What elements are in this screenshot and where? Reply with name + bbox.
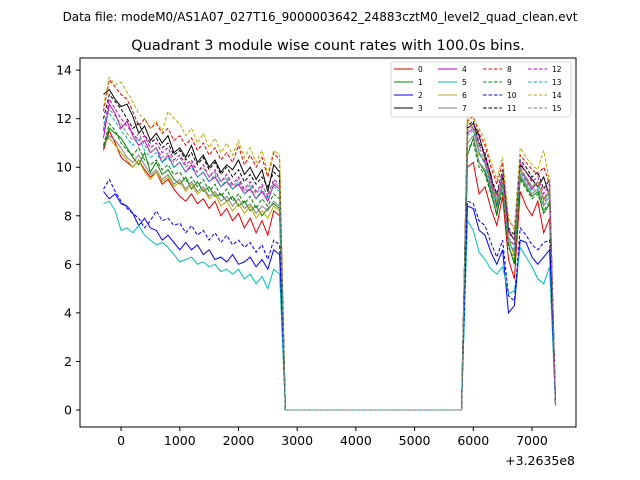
legend-label-1: 1 bbox=[418, 78, 423, 87]
legend-label-2: 2 bbox=[418, 91, 423, 100]
chart-title: Quadrant 3 module wise count rates with … bbox=[131, 38, 525, 54]
x-tick-label: 4000 bbox=[340, 433, 372, 448]
x-tick-label: 2000 bbox=[223, 433, 255, 448]
x-tick-label: 6000 bbox=[457, 433, 489, 448]
plot-area bbox=[103, 76, 556, 411]
legend-box bbox=[390, 61, 572, 118]
legend-label-8: 8 bbox=[507, 65, 512, 74]
series-line-8 bbox=[103, 78, 556, 411]
y-tick-label: 14 bbox=[56, 63, 72, 78]
y-tick-label: 2 bbox=[64, 354, 72, 369]
series-line-7 bbox=[103, 134, 556, 411]
series-line-15 bbox=[103, 107, 556, 411]
legend-label-10: 10 bbox=[507, 91, 517, 100]
series-line-13 bbox=[103, 112, 556, 411]
x-tick-label: 5000 bbox=[399, 433, 431, 448]
series-line-3 bbox=[103, 88, 556, 411]
legend-label-14: 14 bbox=[552, 91, 562, 100]
legend-label-15: 15 bbox=[552, 104, 562, 113]
x-tick-label: 3000 bbox=[281, 433, 313, 448]
y-tick-label: 4 bbox=[64, 305, 72, 320]
legend-label-11: 11 bbox=[507, 104, 517, 113]
y-tick-label: 8 bbox=[64, 208, 72, 223]
y-tick-label: 6 bbox=[64, 257, 72, 272]
chart-supertitle: Data file: modeM0/AS1A07_027T16_90000036… bbox=[63, 10, 578, 24]
series-line-11 bbox=[103, 93, 556, 411]
legend-label-13: 13 bbox=[552, 78, 562, 87]
legend-label-4: 4 bbox=[462, 65, 467, 74]
y-tick-label: 0 bbox=[64, 403, 72, 418]
x-tick-label: 1000 bbox=[164, 433, 196, 448]
legend-label-6: 6 bbox=[462, 91, 467, 100]
legend-label-9: 9 bbox=[507, 78, 512, 87]
x-offset-label: +3.2635e8 bbox=[505, 453, 575, 468]
legend-label-5: 5 bbox=[462, 78, 467, 87]
legend-label-3: 3 bbox=[418, 104, 423, 113]
legend-label-12: 12 bbox=[552, 65, 562, 74]
series-line-10 bbox=[103, 178, 556, 411]
x-tick-label: 0 bbox=[117, 433, 125, 448]
y-tick-label: 12 bbox=[56, 111, 72, 126]
series-line-2 bbox=[103, 191, 556, 411]
axes-frame bbox=[79, 57, 577, 428]
x-tick-label: 7000 bbox=[516, 433, 548, 448]
legend-label-7: 7 bbox=[462, 104, 467, 113]
y-tick-label: 10 bbox=[56, 160, 72, 175]
legend-label-0: 0 bbox=[418, 65, 423, 74]
